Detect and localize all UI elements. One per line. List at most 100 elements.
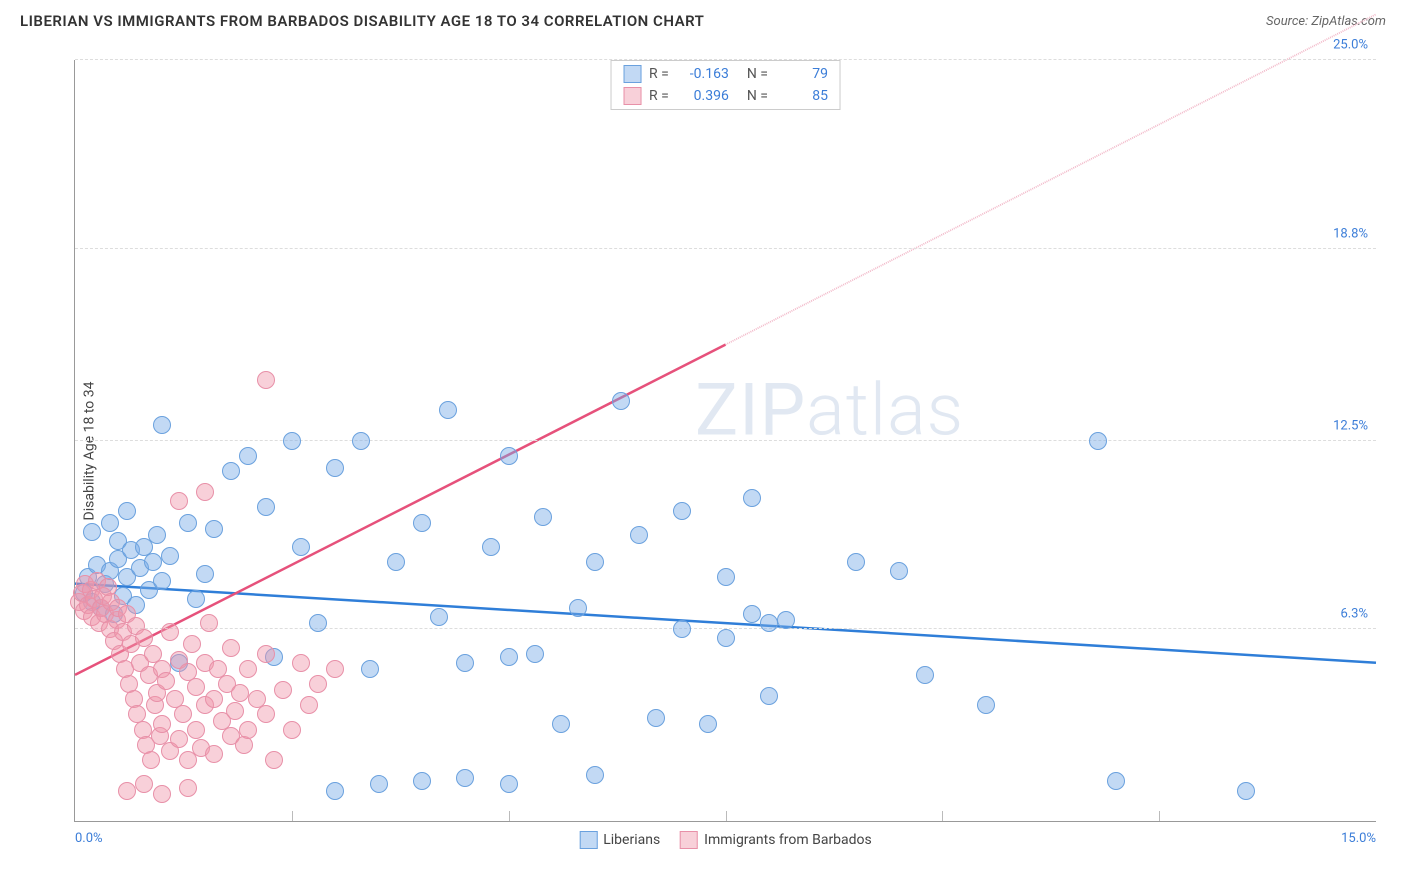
legend-item: Liberians [579,831,660,849]
data-point [717,629,735,647]
data-point [148,526,166,544]
data-point [205,520,223,538]
legend-swatch [623,87,641,105]
data-point [456,769,474,787]
chart-title: LIBERIAN VS IMMIGRANTS FROM BARBADOS DIS… [20,12,704,30]
legend-R-value: -0.163 [677,66,729,82]
x-minor-tick [942,811,943,821]
data-point [352,432,370,450]
data-point [500,775,518,793]
gridline-h [75,248,1376,249]
data-point [743,489,761,507]
data-point [161,547,179,565]
data-point [717,568,735,586]
data-point [552,715,570,733]
data-point [205,745,223,763]
data-point [699,715,717,733]
data-point [135,775,153,793]
legend-item: Immigrants from Barbados [680,831,872,849]
data-point [257,498,275,516]
data-point [101,514,119,532]
data-point [326,660,344,678]
data-point [370,775,388,793]
plot-area: ZIPatlas R =-0.163N =79R =0.396N =85 Lib… [74,60,1376,822]
data-point [760,687,778,705]
legend-label: Immigrants from Barbados [704,832,872,848]
data-point [118,502,136,520]
data-point [309,614,327,632]
data-point [673,502,691,520]
data-point [118,782,136,800]
data-point [83,523,101,541]
data-point [274,681,292,699]
data-point [222,462,240,480]
legend-label: Liberians [603,832,660,848]
data-point [916,666,934,684]
data-point [222,639,240,657]
data-point [174,705,192,723]
legend-swatch [579,831,597,849]
data-point [326,782,344,800]
data-point [673,620,691,638]
data-point [500,648,518,666]
data-point [179,779,197,797]
source-label: Source: ZipAtlas.com [1266,14,1386,29]
data-point [292,538,310,556]
data-point [179,514,197,532]
data-point [257,705,275,723]
data-point [239,447,257,465]
x-minor-tick [509,811,510,821]
data-point [1089,432,1107,450]
x-tick-label: 0.0% [75,831,103,846]
y-tick-label: 6.3% [1340,607,1368,622]
data-point [153,416,171,434]
data-point [231,684,249,702]
legend-swatch [623,65,641,83]
legend-swatch [680,831,698,849]
data-point [292,654,310,672]
data-point [413,514,431,532]
data-point [153,715,171,733]
data-point [187,678,205,696]
legend-row: R =0.396N =85 [611,85,840,107]
legend-R-value: 0.396 [677,88,729,104]
legend-R-label: R = [649,88,669,104]
x-minor-tick [1159,811,1160,821]
data-point [430,608,448,626]
gridline-h [75,440,1376,441]
data-point [153,572,171,590]
data-point [257,645,275,663]
data-point [187,590,205,608]
data-point [361,660,379,678]
chart-container: Disability Age 18 to 34 ZIPatlas R =-0.1… [20,50,1386,852]
legend-N-value: 85 [776,88,828,104]
data-point [630,526,648,544]
data-point [170,492,188,510]
data-point [586,766,604,784]
data-point [205,690,223,708]
data-point [283,432,301,450]
data-point [977,696,995,714]
legend-N-label: N = [747,66,768,82]
data-point [196,565,214,583]
data-point [456,654,474,672]
data-point [586,553,604,571]
data-point [777,611,795,629]
data-point [647,709,665,727]
y-tick-label: 25.0% [1333,38,1368,53]
data-point [153,785,171,803]
series-legend: Liberians Immigrants from Barbados [579,831,872,849]
x-minor-tick [292,811,293,821]
data-point [760,614,778,632]
data-point [500,447,518,465]
data-point [387,553,405,571]
data-point [170,730,188,748]
data-point [890,562,908,580]
data-point [569,599,587,617]
data-point [183,635,201,653]
legend-N-value: 79 [776,66,828,82]
data-point [612,392,630,410]
data-point [847,553,865,571]
correlation-legend: R =-0.163N =79R =0.396N =85 [610,60,841,110]
data-point [743,605,761,623]
